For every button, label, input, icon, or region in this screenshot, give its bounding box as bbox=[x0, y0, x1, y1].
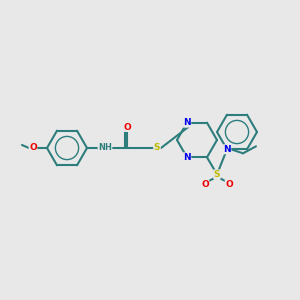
Text: N: N bbox=[223, 145, 231, 154]
Text: O: O bbox=[225, 180, 233, 189]
Text: O: O bbox=[123, 122, 131, 131]
Text: NH: NH bbox=[98, 143, 112, 152]
Text: S: S bbox=[154, 143, 160, 152]
Text: N: N bbox=[183, 153, 191, 162]
Text: S: S bbox=[214, 170, 220, 179]
Text: O: O bbox=[29, 143, 37, 152]
Text: N: N bbox=[183, 118, 191, 127]
Text: O: O bbox=[201, 180, 209, 189]
